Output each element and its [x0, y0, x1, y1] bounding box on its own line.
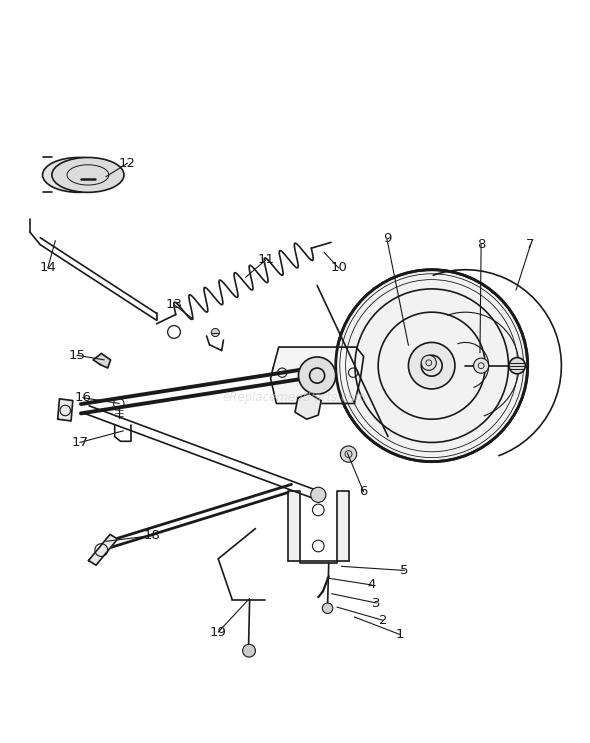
Text: 13: 13 [166, 298, 182, 311]
Text: 16: 16 [74, 391, 91, 404]
Text: 17: 17 [71, 436, 88, 449]
Text: 2: 2 [379, 614, 388, 627]
Text: 11: 11 [257, 253, 274, 266]
Circle shape [299, 357, 336, 395]
Text: 15: 15 [68, 348, 86, 362]
Circle shape [408, 343, 455, 389]
Text: 3: 3 [372, 597, 381, 609]
Text: 9: 9 [383, 233, 391, 245]
Circle shape [211, 328, 219, 337]
Polygon shape [295, 394, 321, 419]
Text: 4: 4 [368, 579, 376, 591]
Text: eReplacementParts.com: eReplacementParts.com [223, 391, 367, 404]
Circle shape [340, 446, 357, 462]
Text: 1: 1 [395, 628, 404, 641]
Text: 6: 6 [359, 485, 368, 499]
Circle shape [242, 644, 255, 657]
Text: 12: 12 [119, 157, 136, 169]
Circle shape [421, 355, 437, 370]
Text: 10: 10 [330, 262, 347, 274]
Text: 19: 19 [210, 626, 227, 638]
Polygon shape [88, 534, 117, 565]
Circle shape [311, 487, 326, 502]
Circle shape [474, 358, 489, 373]
Text: 7: 7 [526, 239, 535, 251]
Text: 18: 18 [144, 529, 161, 542]
Circle shape [322, 603, 333, 614]
Circle shape [336, 270, 527, 461]
Ellipse shape [42, 158, 114, 192]
Polygon shape [93, 354, 110, 368]
Polygon shape [288, 490, 349, 563]
Polygon shape [271, 347, 363, 403]
Ellipse shape [52, 158, 124, 192]
Text: 14: 14 [40, 262, 56, 274]
Circle shape [509, 357, 525, 374]
Text: 5: 5 [400, 564, 409, 577]
Polygon shape [58, 399, 73, 421]
Text: 8: 8 [477, 239, 486, 251]
